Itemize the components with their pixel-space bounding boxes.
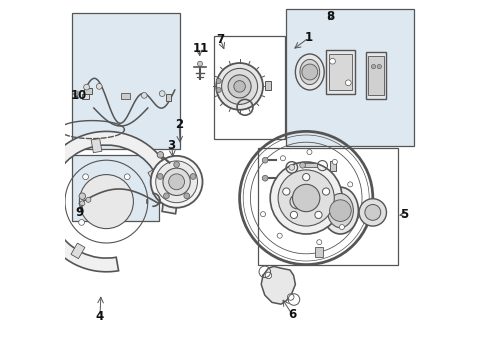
- Circle shape: [86, 197, 91, 202]
- Circle shape: [124, 174, 130, 180]
- Bar: [43, 186, 57, 197]
- Text: 3: 3: [168, 139, 176, 152]
- Ellipse shape: [322, 187, 358, 234]
- Ellipse shape: [327, 194, 353, 228]
- Bar: [368, 56, 384, 95]
- Circle shape: [330, 58, 335, 64]
- Circle shape: [228, 75, 251, 98]
- Circle shape: [300, 162, 305, 168]
- Circle shape: [270, 162, 342, 234]
- Bar: [84, 88, 92, 94]
- Circle shape: [221, 68, 258, 104]
- Circle shape: [163, 168, 190, 195]
- Circle shape: [290, 194, 304, 209]
- Circle shape: [141, 93, 147, 98]
- Bar: [166, 94, 171, 101]
- Bar: [315, 247, 323, 257]
- Bar: [286, 9, 414, 146]
- Text: 5: 5: [400, 208, 409, 221]
- Circle shape: [303, 174, 310, 181]
- Bar: [258, 148, 398, 265]
- Circle shape: [278, 170, 334, 226]
- Circle shape: [151, 156, 202, 208]
- Bar: [366, 52, 387, 99]
- Circle shape: [164, 193, 170, 199]
- Circle shape: [265, 272, 271, 279]
- Circle shape: [79, 193, 86, 199]
- Bar: [72, 155, 159, 221]
- Ellipse shape: [295, 54, 324, 90]
- Circle shape: [262, 175, 268, 181]
- Bar: [265, 81, 271, 90]
- Circle shape: [277, 233, 282, 238]
- Circle shape: [159, 91, 165, 96]
- Bar: [215, 36, 285, 139]
- Circle shape: [365, 204, 381, 220]
- Circle shape: [302, 64, 318, 80]
- Circle shape: [174, 162, 179, 167]
- Circle shape: [216, 63, 263, 110]
- Circle shape: [216, 78, 221, 84]
- Circle shape: [79, 175, 133, 229]
- Bar: [304, 163, 317, 167]
- Bar: [148, 166, 164, 180]
- Circle shape: [293, 184, 320, 212]
- Circle shape: [262, 157, 268, 163]
- Text: 11: 11: [193, 42, 209, 55]
- Text: 6: 6: [288, 309, 296, 321]
- Circle shape: [288, 294, 294, 300]
- Bar: [326, 50, 355, 94]
- Circle shape: [371, 64, 376, 69]
- Polygon shape: [261, 266, 295, 304]
- Circle shape: [307, 149, 312, 154]
- Circle shape: [234, 81, 245, 92]
- Circle shape: [97, 84, 102, 89]
- Ellipse shape: [300, 59, 319, 85]
- Circle shape: [190, 174, 196, 179]
- Circle shape: [291, 211, 297, 219]
- Circle shape: [345, 80, 351, 86]
- Circle shape: [317, 240, 322, 245]
- Circle shape: [80, 201, 85, 206]
- Circle shape: [261, 212, 266, 217]
- Circle shape: [332, 159, 337, 165]
- Circle shape: [184, 193, 190, 199]
- Text: 10: 10: [71, 89, 87, 102]
- Circle shape: [197, 61, 202, 66]
- Text: 4: 4: [96, 310, 104, 323]
- Text: 2: 2: [175, 118, 183, 131]
- Circle shape: [156, 161, 197, 203]
- Circle shape: [157, 152, 164, 158]
- Circle shape: [330, 200, 351, 221]
- Text: 9: 9: [76, 206, 84, 219]
- Circle shape: [377, 64, 381, 69]
- Circle shape: [83, 174, 89, 180]
- Text: 1: 1: [304, 31, 313, 44]
- Circle shape: [157, 174, 163, 179]
- Text: 8: 8: [326, 10, 334, 23]
- Circle shape: [315, 211, 322, 219]
- Circle shape: [289, 165, 294, 170]
- Circle shape: [322, 188, 330, 195]
- Circle shape: [84, 84, 90, 90]
- Bar: [82, 94, 89, 99]
- Circle shape: [348, 182, 353, 187]
- Circle shape: [283, 188, 290, 195]
- Circle shape: [280, 156, 286, 161]
- Circle shape: [340, 225, 344, 230]
- Bar: [121, 93, 130, 99]
- Bar: [72, 13, 180, 149]
- Circle shape: [216, 87, 221, 93]
- Bar: [330, 161, 336, 171]
- Wedge shape: [36, 131, 176, 272]
- Circle shape: [359, 199, 387, 226]
- Circle shape: [79, 220, 84, 225]
- Text: 7: 7: [216, 33, 224, 46]
- Bar: [71, 243, 85, 258]
- Bar: [329, 54, 352, 90]
- Circle shape: [169, 174, 185, 190]
- Bar: [91, 139, 102, 153]
